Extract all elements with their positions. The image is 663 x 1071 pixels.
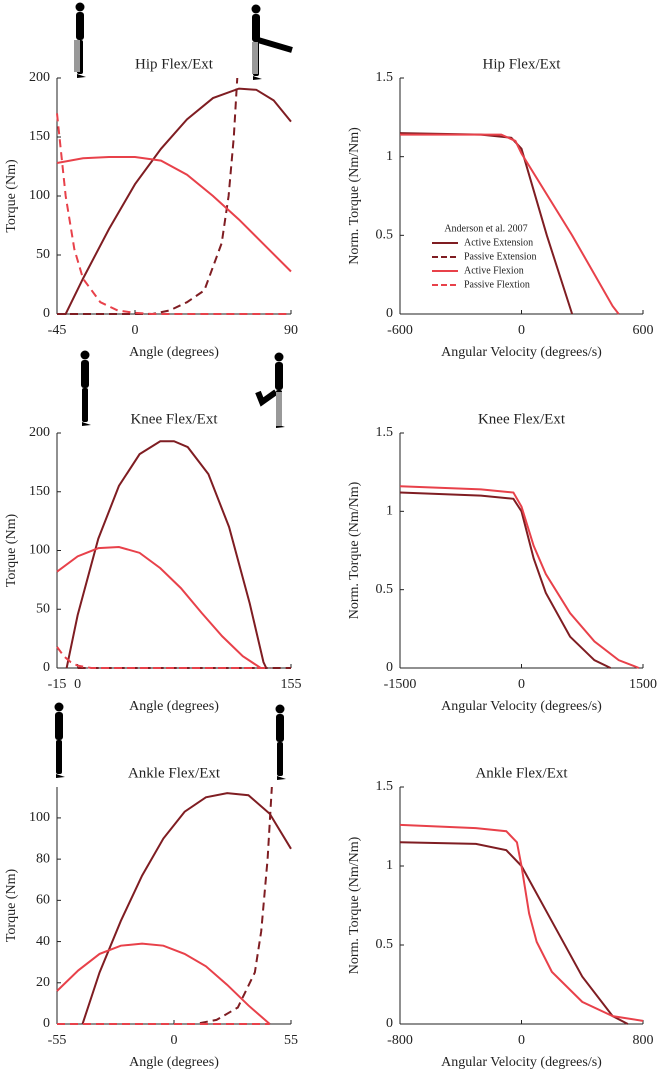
series-line [399,491,612,669]
series-line [56,545,262,669]
series-line [399,841,629,1025]
x-tick-label: 0 [518,323,525,338]
series-line [57,77,239,315]
series-line [57,786,273,1025]
y-tick-label: 100 [29,810,50,825]
series-line [56,942,271,1025]
chart: Knee Flex/Ext Angle (degrees) Torque (Nm) -… [4,411,301,714]
x-tick-label: 155 [281,677,302,692]
y-tick-label: 200 [29,70,50,85]
y-axis-label: Norm. Torque (Nm/Nm) [347,836,362,974]
x-tick-label: 0 [518,1033,525,1048]
y-tick-label: 100 [29,543,50,558]
y-tick-label: 200 [29,425,50,440]
y-tick-label: 1.5 [376,779,394,794]
y-tick-label: 40 [36,934,50,949]
chart: Hip Flex/Ext Angle (degrees) Torque (Nm) -4… [4,56,298,360]
x-axis-label: Angular Velocity (degrees/s) [441,345,602,360]
y-tick-label: 1.5 [376,425,394,440]
chart-title: Knee Flex/Ext [130,411,218,427]
y-tick-label: 1 [386,149,393,164]
y-tick-label: 150 [29,484,50,499]
y-axis-label: Norm. Torque (Nm/Nm) [347,481,362,619]
y-tick-label: 0 [43,660,50,675]
x-tick-label: -600 [387,323,413,338]
x-tick-label: -1500 [384,677,417,692]
chart-title: Hip Flex/Ext [135,56,214,72]
x-tick-label: 0 [132,323,139,338]
y-tick-label: 0.5 [376,228,394,243]
series-line [81,792,292,1025]
y-tick-label: 20 [36,975,50,990]
y-axis-label: Torque (Nm) [4,159,19,233]
legend-label: Active Extension [464,237,533,248]
x-tick-label: 0 [74,677,81,692]
legend: Anderson et al. 2007 Active Extension Pass… [432,223,537,290]
x-tick-label: 90 [284,323,298,338]
series-line [56,156,292,273]
y-axis-label: Torque (Nm) [4,514,19,588]
series-line [56,646,271,669]
x-tick-label: -55 [48,1033,67,1048]
x-tick-label: 1500 [629,677,657,692]
legend-label: Passive Extension [464,251,537,262]
x-tick-label: 800 [633,1033,654,1048]
y-axis-label: Norm. Torque (Nm/Nm) [347,127,362,265]
y-tick-label: 1 [386,504,393,519]
chart: Ankle Flex/Ext Angular Velocity (degrees/… [347,765,653,1070]
series-line [65,440,268,669]
x-tick-label: -800 [387,1033,413,1048]
x-tick-label: 0 [171,1033,178,1048]
x-tick-label: 0 [518,677,525,692]
chart: Ankle Flex/Ext Angle (degrees) Torque (Nm)… [4,765,298,1070]
x-axis-label: Angular Velocity (degrees/s) [441,1055,602,1070]
chart-title: Ankle Flex/Ext [475,765,568,781]
x-tick-label: -15 [48,677,67,692]
x-axis-label: Angle (degrees) [129,699,219,714]
chart-title: Ankle Flex/Ext [128,765,221,781]
y-tick-label: 0 [386,306,393,321]
x-axis-label: Angular Velocity (degrees/s) [441,699,602,714]
series-line [56,113,291,315]
pose-icons [54,2,293,780]
series-line [400,133,620,315]
chart: Hip Flex/Ext Angular Velocity (degrees/s)… [347,56,653,360]
y-tick-label: 0 [386,660,393,675]
y-tick-label: 50 [36,247,50,262]
y-tick-label: 0.5 [376,937,394,952]
chart-title: Hip Flex/Ext [483,56,562,72]
y-tick-label: 100 [29,188,50,203]
x-axis-label: Angle (degrees) [129,345,219,360]
series-line [399,485,640,669]
x-tick-label: 55 [284,1033,298,1048]
series-line [399,823,644,1022]
y-tick-label: 0 [386,1016,393,1031]
legend-label: Active Flexion [464,265,524,276]
y-tick-label: 80 [36,851,50,866]
series-line [57,87,292,315]
x-tick-label: -45 [48,323,67,338]
y-tick-label: 1.5 [376,70,394,85]
y-tick-label: 0 [43,306,50,321]
legend-label: Passive Flextion [464,279,530,290]
y-tick-label: 150 [29,129,50,144]
x-axis-label: Angle (degrees) [129,1055,219,1070]
y-tick-label: 0.5 [376,582,394,597]
x-tick-label: 600 [633,323,654,338]
y-tick-label: 50 [36,601,50,616]
y-tick-label: 60 [36,893,50,908]
y-axis-label: Torque (Nm) [4,869,19,943]
y-tick-label: 0 [43,1016,50,1031]
chart: Knee Flex/Ext Angular Velocity (degrees/s… [347,411,657,714]
y-tick-label: 1 [386,858,393,873]
chart-title: Knee Flex/Ext [478,411,566,427]
legend-title: Anderson et al. 2007 [444,223,527,234]
